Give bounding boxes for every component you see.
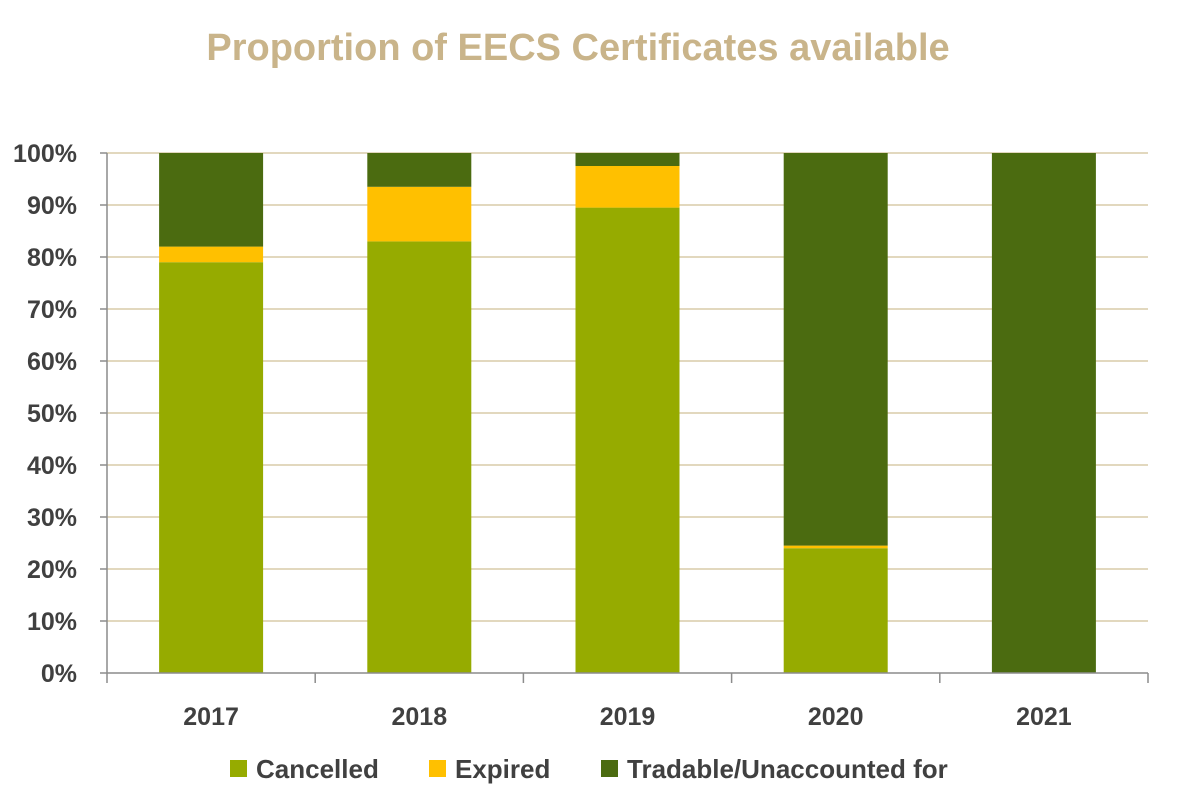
bar-segment [367, 153, 472, 187]
legend-swatch [429, 760, 446, 777]
y-tick-label: 20% [27, 556, 77, 584]
y-tick-label: 100% [13, 140, 77, 168]
legend: Cancelled Expired Tradable/Unaccounted for [230, 754, 948, 784]
bar-segment [159, 153, 264, 247]
axes: 0% 10% 20% 30% 40% 50% 60% 70% 80% 90% 100% 2017 201… [13, 140, 1149, 731]
x-tick-label: 2017 [183, 703, 239, 731]
y-tick-label: 60% [27, 348, 77, 376]
legend-swatch [601, 760, 618, 777]
bar-segment [367, 186, 472, 242]
y-tick-label: 50% [27, 400, 77, 428]
x-tick-label: 2019 [600, 703, 656, 731]
legend-swatch [230, 760, 247, 777]
y-tick-label: 90% [27, 192, 77, 220]
bar-segment [367, 241, 472, 673]
bar-segment [159, 262, 264, 673]
x-tick-label: 2020 [808, 703, 864, 731]
y-tick-label: 0% [41, 660, 77, 688]
bar-segment [991, 153, 1096, 673]
bar-segment [575, 166, 680, 208]
legend-label: Expired [455, 754, 550, 784]
legend-label: Tradable/Unaccounted for [627, 754, 948, 784]
bar-segment [783, 153, 888, 546]
bar-segment [783, 545, 888, 549]
chart-title: Proportion of EECS Certificates availabl… [206, 27, 949, 69]
bar-segment [575, 153, 680, 166]
bar-segment [783, 548, 888, 673]
bars [159, 153, 1096, 673]
x-tick-label: 2018 [391, 703, 447, 731]
bar-segment [575, 207, 680, 673]
legend-label: Cancelled [256, 754, 379, 784]
y-tick-label: 10% [27, 608, 77, 636]
y-tick-label: 80% [27, 244, 77, 272]
x-tick-label: 2021 [1016, 703, 1072, 731]
bar-segment [159, 246, 264, 263]
y-tick-label: 30% [27, 504, 77, 532]
y-tick-label: 40% [27, 452, 77, 480]
y-tick-label: 70% [27, 296, 77, 324]
